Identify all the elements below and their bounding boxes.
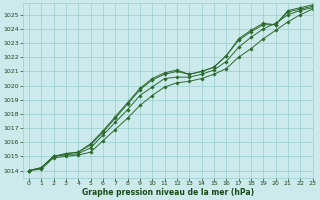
- X-axis label: Graphe pression niveau de la mer (hPa): Graphe pression niveau de la mer (hPa): [82, 188, 254, 197]
